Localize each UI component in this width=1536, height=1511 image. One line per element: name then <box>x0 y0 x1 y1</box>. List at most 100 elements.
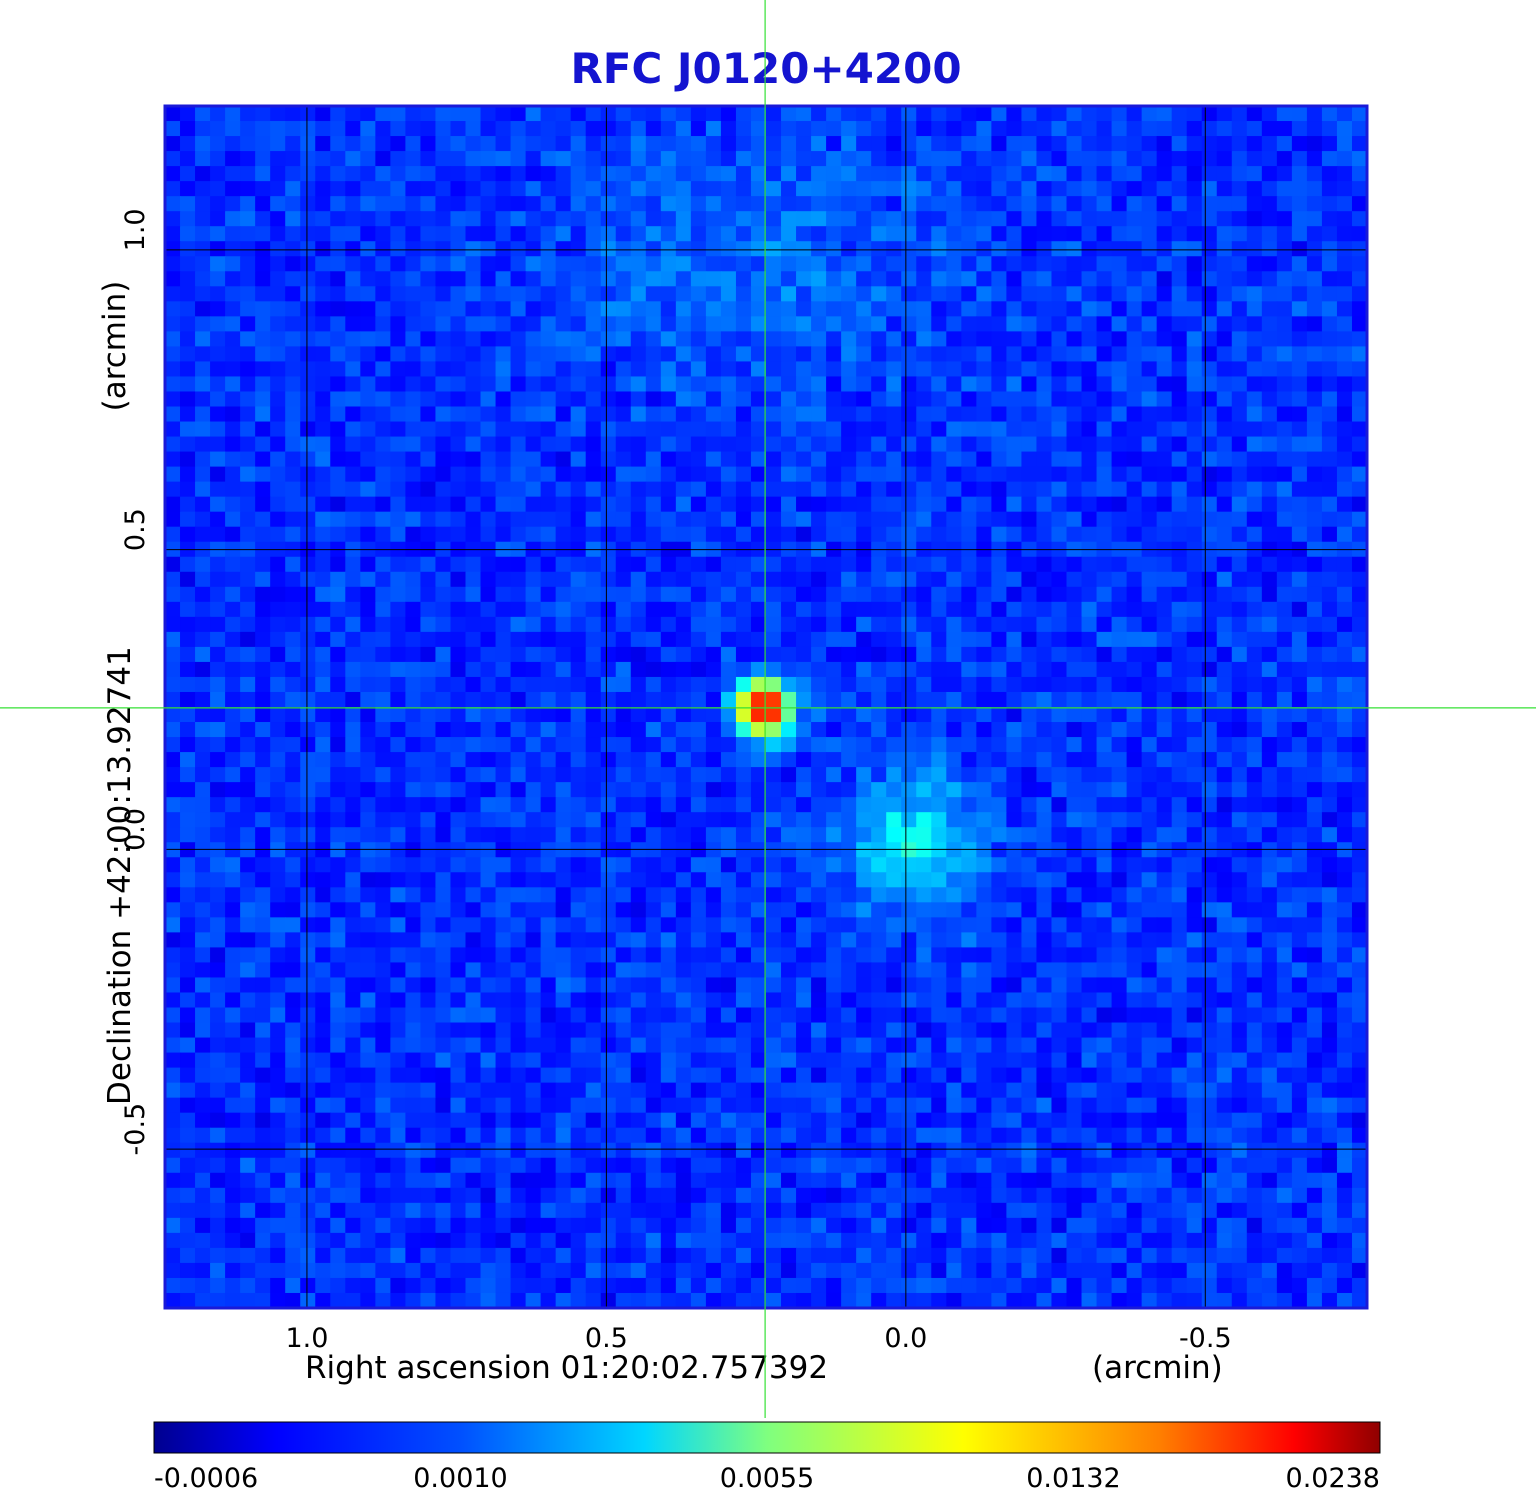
heatmap-cell <box>195 106 211 122</box>
heatmap-cell <box>796 917 812 933</box>
heatmap-cell <box>1261 241 1278 257</box>
heatmap-cell <box>886 181 902 197</box>
heatmap-cell <box>1081 601 1098 618</box>
heatmap-cell <box>375 481 391 498</box>
heatmap-cell <box>705 376 722 393</box>
heatmap-cell <box>465 722 482 738</box>
heatmap-cell <box>1351 932 1367 949</box>
heatmap-cell <box>270 767 286 783</box>
heatmap-cell <box>210 271 226 287</box>
heatmap-cell <box>165 737 181 753</box>
heatmap-cell <box>180 977 196 994</box>
heatmap-cell <box>540 556 557 573</box>
heatmap-cell <box>961 707 977 723</box>
heatmap-cell <box>330 121 346 137</box>
heatmap-cell <box>495 226 512 242</box>
heatmap-cell <box>495 361 512 378</box>
heatmap-cell <box>435 962 452 979</box>
heatmap-cell <box>1261 151 1278 167</box>
heatmap-cell <box>1156 166 1173 182</box>
heatmap-cell <box>225 977 241 994</box>
heatmap-cell <box>705 481 722 498</box>
heatmap-cell <box>390 166 407 182</box>
heatmap-cell <box>991 466 1008 483</box>
heatmap-cell <box>345 752 361 768</box>
heatmap-cell <box>255 376 271 393</box>
heatmap-cell <box>600 601 617 618</box>
heatmap-cell <box>600 436 617 453</box>
heatmap-cell <box>525 962 542 979</box>
heatmap-cell <box>375 887 391 903</box>
heatmap-cell <box>585 707 602 723</box>
heatmap-cell <box>886 496 902 513</box>
heatmap-cell <box>690 752 707 768</box>
heatmap-cell <box>750 436 767 453</box>
heatmap-cell <box>1261 586 1278 603</box>
heatmap-cell <box>180 496 196 513</box>
heatmap-cell <box>675 481 692 498</box>
heatmap-cell <box>465 601 482 618</box>
heatmap-cell <box>315 376 331 393</box>
heatmap-cell <box>796 962 812 979</box>
heatmap-cell <box>570 707 587 723</box>
heatmap-cell <box>465 842 482 858</box>
heatmap-cell <box>735 917 752 933</box>
heatmap-cell <box>390 256 407 272</box>
heatmap-cell <box>1156 271 1173 287</box>
heatmap-cell <box>871 1007 887 1024</box>
heatmap-cell <box>826 466 842 483</box>
heatmap-cell <box>976 737 992 753</box>
heatmap-cell <box>1351 872 1367 888</box>
heatmap-cell <box>750 797 767 813</box>
heatmap-cell <box>240 226 256 242</box>
heatmap-cell <box>375 857 391 873</box>
heatmap-cell <box>1141 391 1158 408</box>
heatmap-cell <box>1231 827 1248 843</box>
heatmap-cell <box>750 256 767 272</box>
heatmap-cell <box>495 586 512 603</box>
heatmap-cell <box>1156 616 1173 633</box>
heatmap-cell <box>615 196 632 212</box>
heatmap-cell <box>1096 586 1113 603</box>
heatmap-cell <box>781 391 797 408</box>
heatmap-cell <box>555 391 572 408</box>
heatmap-cell <box>916 301 932 317</box>
heatmap-cell <box>345 887 361 903</box>
heatmap-cell <box>1021 917 1038 933</box>
heatmap-cell <box>916 601 932 618</box>
heatmap-cell <box>315 136 331 152</box>
heatmap-cell <box>270 752 286 768</box>
heatmap-cell <box>420 947 437 964</box>
heatmap-cell <box>390 631 407 648</box>
heatmap-cell <box>480 722 497 738</box>
heatmap-cell <box>841 436 857 453</box>
heatmap-cell <box>1111 301 1128 317</box>
heatmap-cell <box>1276 511 1293 528</box>
heatmap-cell <box>1141 586 1158 603</box>
heatmap-cell <box>946 526 962 543</box>
heatmap-cell <box>390 1022 407 1039</box>
heatmap-cell <box>510 556 527 573</box>
heatmap-cell <box>165 992 181 1009</box>
heatmap-cell <box>796 436 812 453</box>
heatmap-cell <box>1051 436 1068 453</box>
heatmap-cell <box>1006 631 1023 648</box>
heatmap-cell <box>946 992 962 1009</box>
heatmap-cell <box>871 421 887 438</box>
heatmap-cell <box>1246 812 1263 828</box>
heatmap-cell <box>1081 631 1098 648</box>
heatmap-cell <box>1246 151 1263 167</box>
heatmap-cell <box>405 932 422 949</box>
heatmap-cell <box>390 752 407 768</box>
heatmap-cell <box>420 767 437 783</box>
heatmap-cell <box>270 586 286 603</box>
heatmap-cell <box>420 977 437 994</box>
heatmap-cell <box>1261 797 1278 813</box>
heatmap-cell <box>1351 827 1367 843</box>
heatmap-cell <box>420 436 437 453</box>
heatmap-cell <box>1036 1007 1053 1024</box>
heatmap-cell <box>720 286 737 302</box>
heatmap-cell <box>510 451 527 468</box>
heatmap-cell <box>916 707 932 723</box>
heatmap-cell <box>991 511 1008 528</box>
